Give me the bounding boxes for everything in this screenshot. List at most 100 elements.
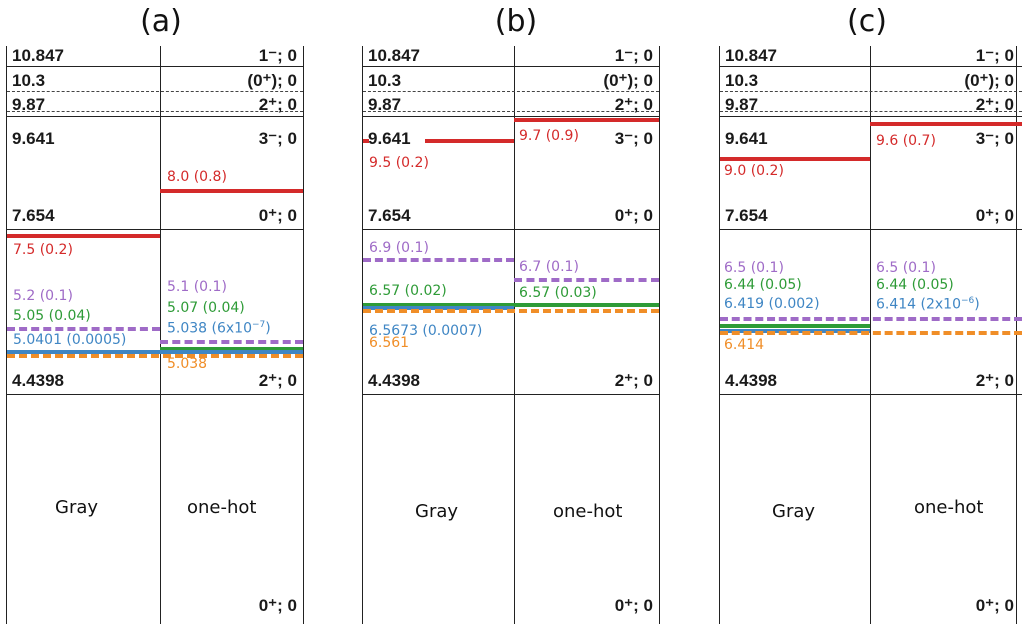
panel-c: 10.847 1⁻; 0 10.3 (0⁺); 0 9.87 2⁺; 0 9.6… <box>719 46 1022 624</box>
gray-level-purple <box>363 258 514 262</box>
level-line-103 <box>363 91 659 92</box>
level-line-103 <box>720 91 1022 92</box>
gray-level-red-stub <box>363 139 369 143</box>
panel-c-title: (c) <box>847 4 887 39</box>
onehot-label-green: 5.07 (0.04) <box>167 300 245 316</box>
jpi-44398: 2⁺; 0 <box>614 371 653 390</box>
energy-9641: 9.641 <box>368 129 411 148</box>
level-line-987 <box>7 111 303 112</box>
gray-level-red <box>7 234 160 238</box>
level-line-9641 <box>720 116 1022 117</box>
jpi-10847: 1⁻; 0 <box>975 46 1014 65</box>
gray-level-purple <box>7 327 160 331</box>
level-orange <box>720 331 1022 335</box>
onehot-encoding-label: one-hot <box>914 497 984 518</box>
energy-7654: 7.654 <box>368 206 411 225</box>
level-line-7654 <box>7 229 303 230</box>
level-orange <box>363 309 659 313</box>
level-line-987 <box>363 111 659 112</box>
onehot-label-red: 9.7 (0.9) <box>519 128 579 144</box>
gray-label-blue: 6.5673 (0.0007) <box>369 323 483 339</box>
jpi-7654: 0⁺; 0 <box>258 206 297 225</box>
gray-level-red <box>720 157 870 161</box>
level-line-10847 <box>363 66 659 67</box>
onehot-level-purple <box>160 340 303 344</box>
energy-987: 9.87 <box>725 95 759 114</box>
energy-44398: 4.4398 <box>12 371 64 390</box>
divider-line <box>870 46 871 624</box>
onehot-level-red <box>870 122 1022 126</box>
gray-label-green: 6.57 (0.02) <box>369 283 447 299</box>
gray-label-orange: 6.561 <box>369 335 410 351</box>
energy-103: 10.3 <box>725 71 759 90</box>
level-blue <box>7 350 303 354</box>
onehot-encoding-label: one-hot <box>553 501 623 522</box>
gray-label-blue: 6.419 (0.002) <box>724 296 820 312</box>
onehot-level-purple <box>514 278 659 282</box>
level-line-10847 <box>7 66 303 67</box>
onehot-label-red: 9.6 (0.7) <box>876 133 936 149</box>
panel-a: 10.847 1⁻; 0 10.3 (0⁺); 0 9.87 2⁺; 0 9.6… <box>6 46 304 624</box>
energy-44398: 4.4398 <box>368 371 420 390</box>
gray-encoding-label: Gray <box>55 497 99 518</box>
jpi-103: (0⁺); 0 <box>964 71 1014 90</box>
onehot-label-purple: 6.5 (0.1) <box>876 260 936 276</box>
onehot-label-blue: 6.414 (2x10−6) <box>876 296 980 313</box>
gray-label-blue: 5.0401 (0.0005) <box>13 332 127 348</box>
level-line-9641 <box>7 116 303 117</box>
jpi-44398: 2⁺; 0 <box>258 371 297 390</box>
jpi-ground: 0⁺; 0 <box>975 596 1014 615</box>
energy-103: 10.3 <box>368 71 402 90</box>
gray-label-purple: 6.9 (0.1) <box>369 240 429 256</box>
level-line-10847 <box>720 66 1022 67</box>
onehot-label-red: 8.0 (0.8) <box>167 169 227 185</box>
gray-label-purple: 6.5 (0.1) <box>724 260 784 276</box>
jpi-ground: 0⁺; 0 <box>614 596 653 615</box>
gray-encoding-label: Gray <box>772 501 816 522</box>
jpi-103: (0⁺); 0 <box>603 71 653 90</box>
level-line-44398 <box>363 394 659 395</box>
onehot-label-green: 6.57 (0.03) <box>519 285 597 301</box>
jpi-103: (0⁺); 0 <box>247 71 297 90</box>
level-line-7654 <box>720 229 1022 230</box>
jpi-7654: 0⁺; 0 <box>975 206 1014 225</box>
jpi-7654: 0⁺; 0 <box>614 206 653 225</box>
gray-encoding-label: Gray <box>415 501 459 522</box>
gray-label-red: 9.0 (0.2) <box>724 163 784 179</box>
level-orange <box>7 354 303 358</box>
energy-7654: 7.654 <box>725 206 768 225</box>
jpi-9641: 3⁻; 0 <box>614 129 653 148</box>
energy-10847: 10.847 <box>12 46 64 65</box>
jpi-987: 2⁺; 0 <box>975 95 1014 114</box>
onehot-encoding-label: one-hot <box>187 497 257 518</box>
onehot-label-purple: 5.1 (0.1) <box>167 279 227 295</box>
jpi-10847: 1⁻; 0 <box>614 46 653 65</box>
jpi-9641: 3⁻; 0 <box>975 129 1014 148</box>
gray-label-orange: 6.414 <box>724 337 765 353</box>
jpi-987: 2⁺; 0 <box>614 95 653 114</box>
level-line-7654 <box>363 229 659 230</box>
energy-987: 9.87 <box>12 95 46 114</box>
gray-label-purple: 5.2 (0.1) <box>13 288 73 304</box>
divider-line <box>160 46 161 624</box>
onehot-level-green <box>160 347 303 351</box>
gray-label-green: 6.44 (0.05) <box>724 277 802 293</box>
energy-9641: 9.641 <box>725 129 768 148</box>
panel-a-title: (a) <box>140 4 182 39</box>
energy-9641: 9.641 <box>12 129 55 148</box>
energy-7654: 7.654 <box>12 206 55 225</box>
energy-103: 10.3 <box>12 71 46 90</box>
level-purple <box>720 317 1022 321</box>
energy-44398: 4.4398 <box>725 371 777 390</box>
divider-line <box>514 46 515 624</box>
level-line-987 <box>720 111 1022 112</box>
panel-b: 10.847 1⁻; 0 10.3 (0⁺); 0 9.87 2⁺; 0 9.6… <box>362 46 660 624</box>
energy-10847: 10.847 <box>368 46 420 65</box>
jpi-987: 2⁺; 0 <box>258 95 297 114</box>
jpi-10847: 1⁻; 0 <box>258 46 297 65</box>
energy-987: 9.87 <box>368 95 402 114</box>
onehot-label-orange: 5.038 <box>167 356 208 372</box>
panel-b-title: (b) <box>494 4 538 39</box>
onehot-label-purple: 6.7 (0.1) <box>519 259 579 275</box>
